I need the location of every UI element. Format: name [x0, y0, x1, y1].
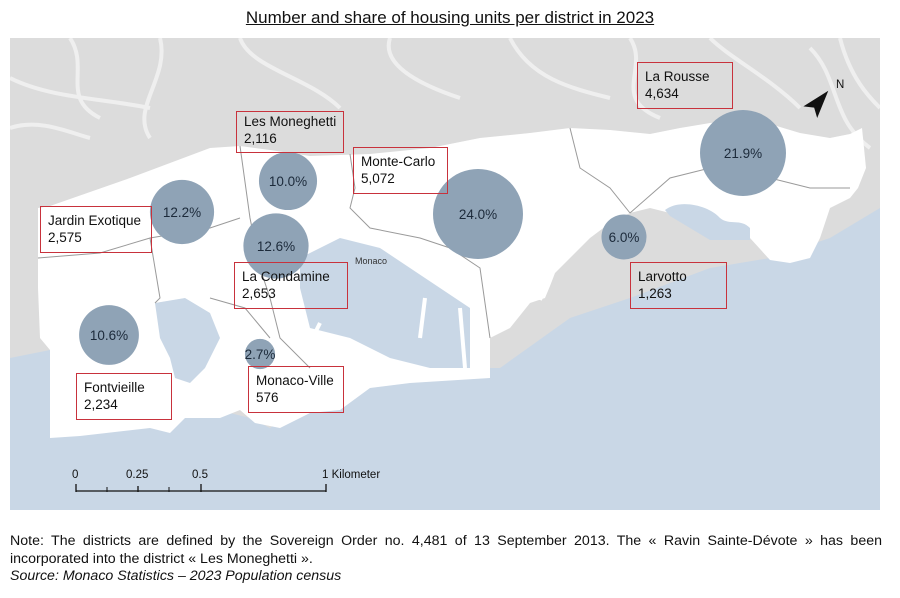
- scale-tick-0-25: 0.25: [126, 469, 148, 481]
- sea: [10, 208, 880, 510]
- label-monaco-ville: Monaco-Ville 576: [248, 366, 344, 413]
- sea-left-harbor: [10, 358, 40, 422]
- scale-tick-0: 0: [72, 469, 78, 481]
- bubble-la-rousse: [700, 110, 786, 196]
- scale-bar: 0 0.25 0.5 1 Kilometer: [72, 469, 380, 492]
- district-units: 2,575: [48, 230, 82, 245]
- bubble-monaco-ville: [244, 338, 276, 370]
- district-name: Monaco-Ville: [256, 373, 334, 388]
- port-hercule: [300, 238, 470, 368]
- district-name: Jardin Exotique: [48, 213, 142, 228]
- district-name: La Rousse: [645, 69, 710, 84]
- bubble-label-la-condamine: 12.6%: [257, 239, 295, 254]
- district-name: Monte-Carlo: [361, 154, 436, 169]
- monaco-land: [38, 118, 866, 438]
- district-units: 2,234: [84, 397, 118, 412]
- district-name: La Condamine: [242, 269, 330, 284]
- bubble-label-jardin-exotique: 12.2%: [163, 205, 201, 220]
- map-source: Source: Monaco Statistics – 2023 Populat…: [10, 568, 342, 584]
- bubble-label-larvotto: 6.0%: [609, 230, 640, 245]
- map-title: Number and share of housing units per di…: [245, 8, 655, 27]
- bubble-fontvieille: [79, 305, 139, 365]
- bubble-les-moneghetti: [258, 151, 318, 211]
- bubble-label-fontvieille: 10.6%: [90, 328, 128, 343]
- scale-tick-1km: 1 Kilometer: [322, 469, 380, 481]
- district-name: Larvotto: [638, 269, 687, 284]
- district-units: 5,072: [361, 171, 395, 186]
- label-les-moneghetti: Les Moneghetti 2,116: [236, 111, 344, 153]
- district-units: 1,263: [638, 286, 672, 301]
- surrounding-roads: [10, 38, 880, 150]
- north-arrow-icon: [803, 90, 829, 118]
- bubble-monte-carlo: [433, 169, 523, 259]
- scale-tick-0-5: 0.5: [192, 469, 208, 481]
- jetties: [308, 282, 547, 369]
- map-note: Note: The districts are defined by the S…: [10, 533, 882, 567]
- label-la-rousse: La Rousse 4,634: [637, 62, 733, 109]
- bubble-label-la-rousse: 21.9%: [724, 146, 762, 161]
- bubble-larvotto: [601, 214, 647, 260]
- label-fontvieille: Fontvieille 2,234: [76, 373, 172, 420]
- district-name: Fontvieille: [84, 380, 145, 395]
- label-monte-carlo: Monte-Carlo 5,072: [353, 147, 448, 194]
- bubble-jardin-exotique: [149, 179, 215, 245]
- bubble-label-les-moneghetti: 10.0%: [269, 174, 307, 189]
- map-area: Monaco 21.9% 10.0% 24.0% 12.2% 12.6% 6.0% 10.6…: [10, 38, 880, 510]
- map-place-label: Monaco: [355, 256, 387, 266]
- district-name: Les Moneghetti: [244, 114, 337, 129]
- map-canvas: Monaco 21.9% 10.0% 24.0% 12.2% 12.6% 6.0% 10.6…: [10, 38, 880, 510]
- district-units: 2,653: [242, 286, 276, 301]
- bubble-label-monaco-ville: 2.7%: [245, 347, 276, 362]
- larvotto-beach: [665, 204, 750, 240]
- bubble-label-monte-carlo: 24.0%: [459, 207, 497, 222]
- port-fontvieille: [155, 298, 220, 383]
- district-units: 4,634: [645, 86, 679, 101]
- district-units: 2,116: [244, 131, 277, 146]
- label-jardin-exotique: Jardin Exotique 2,575: [40, 206, 152, 253]
- north-label: N: [836, 79, 844, 91]
- label-la-condamine: La Condamine 2,653: [234, 262, 348, 309]
- district-units: 576: [256, 390, 279, 405]
- label-larvotto: Larvotto 1,263: [630, 262, 727, 309]
